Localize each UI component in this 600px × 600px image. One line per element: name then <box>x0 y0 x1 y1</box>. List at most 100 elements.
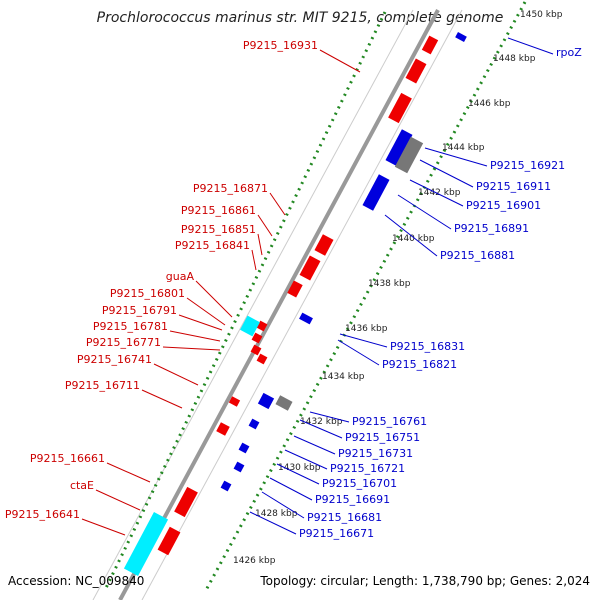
forward-label-leader <box>106 462 151 483</box>
reverse-gene-label: P9215_16921 <box>490 159 565 172</box>
rna-gene-block <box>240 315 260 337</box>
reverse-label-leader <box>309 411 350 423</box>
genome-backbone <box>118 9 440 600</box>
forward-gene-label: ctaE <box>70 479 94 492</box>
scale-tick-label: 1430 kbp <box>278 463 321 473</box>
reverse-gene-label: P9215_16831 <box>390 340 465 353</box>
forward-gene-label: P9215_16661 <box>30 452 105 465</box>
scale-tick-label: 1438 kbp <box>368 279 411 289</box>
forward-gene-block <box>405 58 427 84</box>
scale-tick-label: 1436 kbp <box>345 324 388 334</box>
forward-gene-label: P9215_16781 <box>93 320 168 333</box>
reverse-gene-label: P9215_16901 <box>466 199 541 212</box>
reverse-gene-label: P9215_16821 <box>382 358 457 371</box>
forward-label-leader <box>81 518 126 536</box>
reverse-gene-label: P9215_16751 <box>345 431 420 444</box>
forward-label-leader <box>153 363 199 386</box>
summary-text: Topology: circular; Length: 1,738,790 bp… <box>260 574 590 588</box>
forward-label-leader <box>178 314 223 331</box>
accession-text: Accession: NC_009840 <box>8 574 145 588</box>
forward-gene-label: P9215_16841 <box>175 239 250 252</box>
scale-tick-label: 1426 kbp <box>233 556 276 566</box>
reverse-label-leader <box>424 147 488 167</box>
reverse-label-leader <box>269 477 313 501</box>
forward-label-leader <box>95 489 141 511</box>
forward-gene-block <box>216 422 230 436</box>
forward-label-leader <box>319 49 361 73</box>
rna-gene-block <box>123 511 169 577</box>
forward-gene-label: P9215_16851 <box>181 223 256 236</box>
reverse-gene-block <box>299 312 313 325</box>
forward-gene-label: P9215_16741 <box>77 353 152 366</box>
reverse-label-leader <box>397 194 452 230</box>
forward-gene-label: P9215_16711 <box>65 379 140 392</box>
scale-tick-label: 1428 kbp <box>255 509 298 519</box>
forward-gene-block <box>157 526 181 556</box>
forward-label-leader <box>257 233 263 256</box>
forward-gene-block <box>250 344 262 356</box>
reverse-label-leader <box>299 419 343 439</box>
other-feature-block <box>394 136 424 174</box>
forward-gene-block <box>251 332 263 344</box>
forward-gene-label: guaA <box>166 270 195 283</box>
forward-label-leader <box>186 297 226 326</box>
reverse-gene-block <box>233 461 245 473</box>
scale-tick-label: 1446 kbp <box>468 99 511 109</box>
reverse-gene-label: P9215_16681 <box>307 511 382 524</box>
reverse-gene-label: P9215_16671 <box>299 527 374 540</box>
forward-label-leader <box>195 280 233 318</box>
reverse-label-leader <box>384 214 438 257</box>
reverse-gene-label: P9215_16761 <box>352 415 427 428</box>
outer-guide-line <box>141 9 463 600</box>
forward-gene-label: P9215_16931 <box>243 39 318 52</box>
scale-tick-label: 1440 kbp <box>392 234 435 244</box>
reverse-gene-block <box>220 480 232 492</box>
forward-gene-block <box>287 280 303 298</box>
reverse-label-leader <box>276 463 320 485</box>
forward-gene-label: P9215_16641 <box>5 508 80 521</box>
reverse-gene-block <box>362 174 390 211</box>
reverse-gene-label: P9215_16701 <box>322 477 397 490</box>
reverse-gene-label: P9215_16911 <box>476 180 551 193</box>
scale-tick-label: 1444 kbp <box>442 143 485 153</box>
reverse-gene-label: P9215_16731 <box>338 447 413 460</box>
reverse-gene-label: P9215_16891 <box>454 222 529 235</box>
scale-tick-label: 1450 kbp <box>520 10 563 20</box>
forward-gene-block <box>388 92 412 124</box>
forward-label-leader <box>162 346 221 351</box>
forward-gene-block <box>174 486 198 518</box>
reverse-label-leader <box>284 449 328 470</box>
forward-gene-label: P9215_16801 <box>110 287 185 300</box>
forward-label-leader <box>257 214 273 237</box>
forward-label-leader <box>251 249 257 271</box>
forward-gene-label: P9215_16861 <box>181 204 256 217</box>
inner-guide-line <box>92 9 414 600</box>
reverse-label-leader <box>293 435 336 455</box>
forward-label-leader <box>141 389 183 409</box>
reverse-gene-block <box>455 32 467 42</box>
reverse-gene-block <box>238 442 250 454</box>
reverse-label-leader <box>419 159 474 188</box>
forward-label-leader <box>169 330 221 342</box>
scale-tick-label: 1448 kbp <box>493 54 536 64</box>
forward-gene-label: P9215_16871 <box>193 182 268 195</box>
reverse-gene-label: P9215_16721 <box>330 462 405 475</box>
reverse-gene-block <box>248 418 260 430</box>
reverse-label-leader <box>339 333 388 348</box>
reverse-gene-label: P9215_16881 <box>440 249 515 262</box>
forward-gene-label: P9215_16771 <box>86 336 161 349</box>
forward-gene-block <box>256 353 268 365</box>
reverse-gene-label: P9215_16691 <box>315 493 390 506</box>
forward-gene-block <box>299 255 321 281</box>
forward-gene-label: P9215_16791 <box>102 304 177 317</box>
forward-label-leader <box>269 192 286 216</box>
reverse-label-leader <box>409 179 464 207</box>
forward-gene-block <box>228 396 241 407</box>
reverse-label-leader <box>249 511 297 535</box>
map-title: Prochlorococcus marinus str. MIT 9215, c… <box>96 10 504 26</box>
reverse-label-leader <box>507 37 554 55</box>
scale-tick-label: 1432 kbp <box>300 417 343 427</box>
other-feature-block <box>275 395 293 411</box>
reverse-label-leader <box>337 339 380 366</box>
